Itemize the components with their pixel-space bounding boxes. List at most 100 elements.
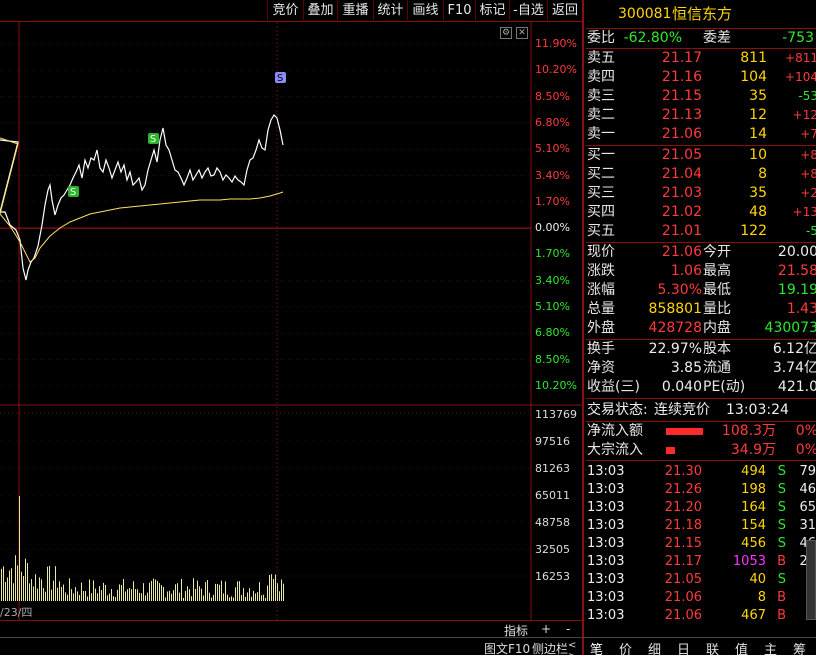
zoom-in-button[interactable]: + bbox=[541, 622, 552, 636]
trade-time: 13:03 bbox=[587, 482, 625, 497]
right-tab-7[interactable]: 筹 bbox=[793, 643, 807, 655]
toolbar-button-1[interactable]: 叠加 bbox=[303, 0, 337, 22]
right-tab-6[interactable]: 主 bbox=[764, 643, 778, 655]
volume-bar bbox=[175, 584, 176, 601]
toolbar-button-5[interactable]: F10 bbox=[443, 0, 475, 22]
volume-bar bbox=[115, 597, 116, 601]
asks-level-label: 卖五 bbox=[587, 50, 615, 66]
bids-volume: 35 bbox=[749, 185, 767, 201]
bids-level-row[interactable]: 买一 21.05 10 +8 bbox=[586, 146, 816, 165]
volume-bar bbox=[201, 588, 202, 601]
right-tab-0[interactable]: 笔 bbox=[590, 643, 604, 655]
asks-volume: 14 bbox=[749, 126, 767, 142]
asks-level-row[interactable]: 卖一 21.06 14 +7 bbox=[586, 125, 816, 144]
volume-bar bbox=[191, 596, 192, 601]
bids-volume: 48 bbox=[749, 204, 767, 220]
close-icon[interactable]: ✕ bbox=[516, 27, 528, 39]
quote-value: 1.43 bbox=[786, 301, 816, 317]
volume-bar bbox=[205, 582, 206, 601]
asks-price: 21.16 bbox=[661, 69, 702, 85]
volume-bar bbox=[195, 588, 196, 601]
toolbar-button-4[interactable]: 画线 bbox=[407, 0, 443, 22]
toolbar-button-6[interactable]: 标记 bbox=[475, 0, 509, 22]
volume-bar bbox=[281, 579, 282, 601]
weibi-value: -62.80% bbox=[623, 30, 682, 46]
toolbar-button-3[interactable]: 统计 bbox=[373, 0, 407, 22]
bids-level-row[interactable]: 买二 21.04 8 +8 bbox=[586, 165, 816, 184]
volume-bar bbox=[165, 597, 166, 601]
trade-row[interactable]: 13:03 21.20 164 S 65 bbox=[586, 499, 816, 517]
trade-row[interactable]: 13:03 21.30 494 S 79 bbox=[586, 463, 816, 481]
sidebar-toggle[interactable]: 侧边栏 bbox=[532, 642, 569, 655]
toolbar-button-2[interactable]: 重播 bbox=[337, 0, 373, 22]
price-axis-tick: 6.80% bbox=[535, 115, 570, 129]
right-tab-5[interactable]: 值 bbox=[735, 643, 749, 655]
trade-row[interactable]: 13:03 21.26 198 S 46 bbox=[586, 481, 816, 499]
volume-bar bbox=[257, 592, 258, 601]
sell-marker-label: S bbox=[150, 134, 156, 145]
bids-level-label: 买三 bbox=[587, 185, 615, 201]
nav-arrows-icon[interactable]: < > bbox=[568, 640, 577, 655]
asks-price: 21.17 bbox=[661, 50, 702, 66]
right-tab-2[interactable]: 细 bbox=[648, 643, 662, 655]
volume-bar bbox=[137, 589, 138, 601]
volume-bar bbox=[167, 591, 168, 601]
toolbar-button-0[interactable]: 竞价 bbox=[267, 0, 303, 22]
volume-bar bbox=[131, 589, 132, 601]
volume-bar bbox=[235, 587, 236, 601]
volume-bar bbox=[57, 587, 58, 601]
right-tab-3[interactable]: 日 bbox=[677, 643, 691, 655]
bids-level-row[interactable]: 买四 21.02 48 +13 bbox=[586, 203, 816, 222]
zoom-out-button[interactable]: - bbox=[566, 622, 571, 636]
volume-bar bbox=[7, 577, 8, 601]
right-tab-4[interactable]: 联 bbox=[706, 643, 720, 655]
right-tab-1[interactable]: 价 bbox=[619, 643, 633, 655]
volume-bar bbox=[65, 592, 66, 601]
trade-price: 21.18 bbox=[664, 518, 702, 533]
trade-side: B bbox=[777, 608, 786, 623]
bids-level-row[interactable]: 买三 21.03 35 +2 bbox=[586, 184, 816, 203]
stock-name[interactable]: 恒信东方 bbox=[672, 5, 733, 23]
flow-bar bbox=[666, 428, 703, 435]
toolbar-button-8[interactable]: 返回 bbox=[547, 0, 582, 22]
volume-bar bbox=[269, 574, 270, 601]
trade-time: 13:03 bbox=[587, 536, 625, 551]
f10-link[interactable]: 图文F10 bbox=[484, 642, 531, 655]
asks-price: 21.06 bbox=[661, 126, 702, 142]
bids-level-label: 买四 bbox=[587, 204, 615, 220]
volume-bar bbox=[103, 582, 104, 601]
bids-change: +8 bbox=[800, 167, 816, 181]
price-axis-tick: 11.90% bbox=[535, 37, 577, 50]
volume-bar bbox=[227, 594, 228, 601]
volume-bar bbox=[3, 566, 4, 601]
volume-bar bbox=[193, 578, 194, 601]
asks-change: +12 bbox=[792, 108, 816, 122]
volume-bar bbox=[245, 596, 246, 601]
bids-level-row[interactable]: 买五 21.01 122 -5 bbox=[586, 222, 816, 241]
intraday-chart-pane[interactable]: S S S 竞价 叠加 重播 统计 画线 F10 标记 -自选 返回 11.90% 10.20% 8.5… bbox=[0, 0, 582, 637]
asks-level-row[interactable]: 卖三 21.15 35 -53 bbox=[586, 87, 816, 106]
volume-bar bbox=[151, 580, 152, 601]
toolbar-button-7[interactable]: -自选 bbox=[509, 0, 547, 22]
asks-level-row[interactable]: 卖四 21.16 104 +104 bbox=[586, 68, 816, 87]
asks-level-row[interactable]: 卖二 21.13 12 +12 bbox=[586, 106, 816, 125]
volume-bar bbox=[101, 589, 102, 601]
volume-bar bbox=[9, 570, 10, 601]
quote-label: 量比 bbox=[703, 301, 731, 317]
volume-bar bbox=[161, 585, 162, 601]
settings-gear-icon[interactable]: ⚙ bbox=[500, 27, 512, 39]
intraday-chart[interactable]: S S S bbox=[0, 0, 582, 637]
asks-level-row[interactable]: 卖五 21.17 811 +811 bbox=[586, 49, 816, 68]
trade-row[interactable]: 13:03 21.18 154 S 31 bbox=[586, 517, 816, 535]
volume-bar bbox=[49, 565, 50, 601]
quote-value: 5.30% bbox=[657, 282, 702, 298]
trade-side: S bbox=[777, 536, 786, 551]
indicator-button[interactable]: 指标 bbox=[504, 624, 529, 638]
volume-bar bbox=[251, 596, 252, 601]
trade-list-scrollbar[interactable] bbox=[806, 540, 816, 620]
